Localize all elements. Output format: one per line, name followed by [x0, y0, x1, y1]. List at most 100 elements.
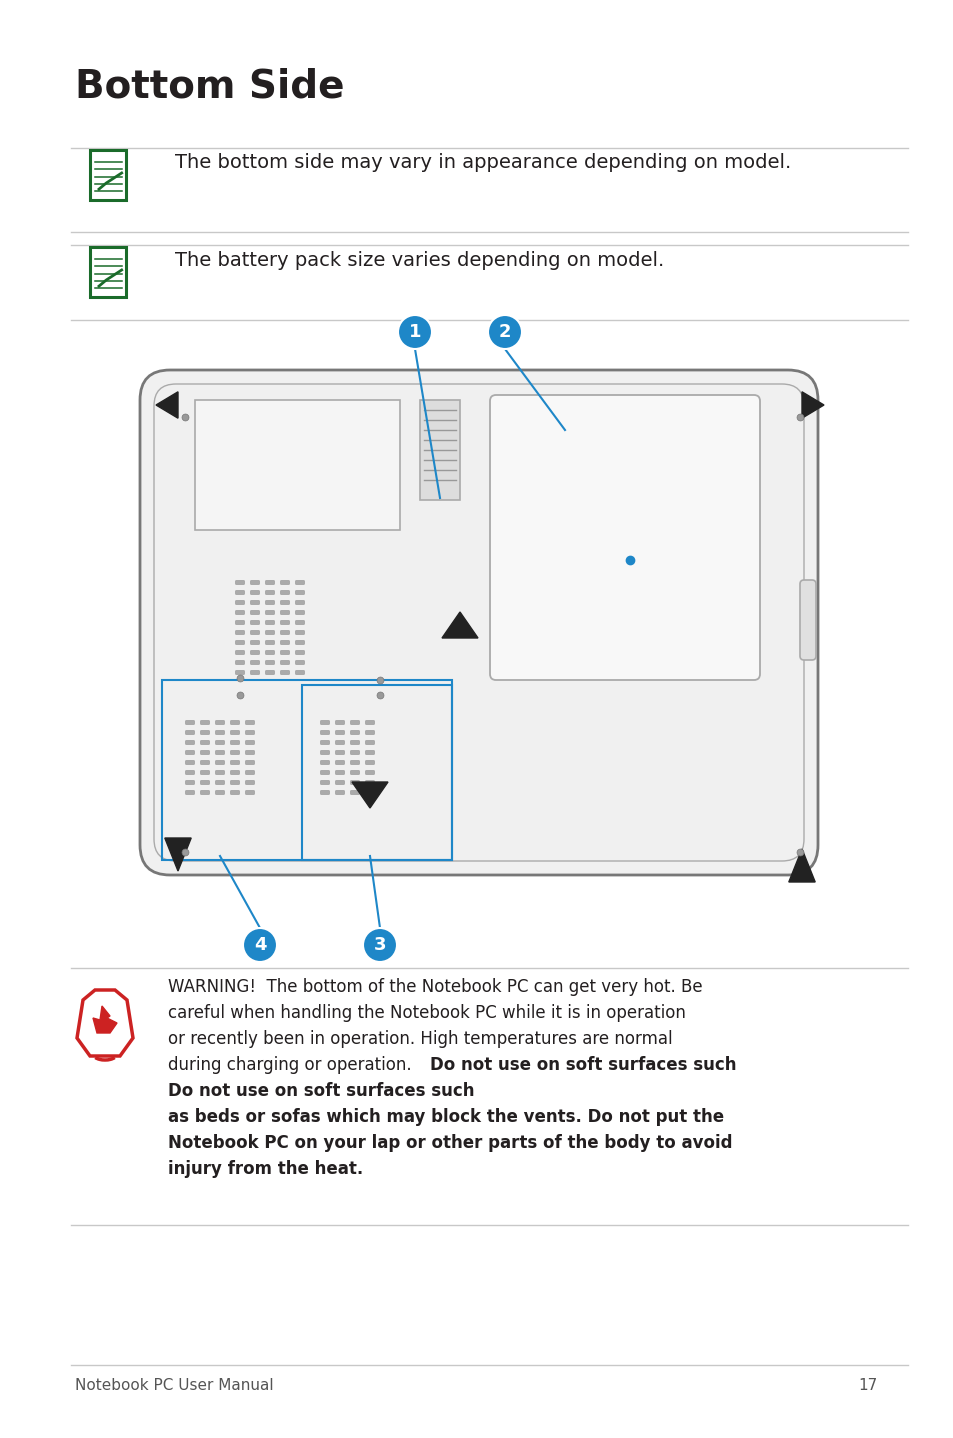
FancyBboxPatch shape: [350, 741, 359, 745]
FancyBboxPatch shape: [294, 620, 305, 626]
FancyBboxPatch shape: [214, 769, 225, 775]
FancyBboxPatch shape: [335, 751, 345, 755]
FancyBboxPatch shape: [250, 580, 260, 585]
FancyBboxPatch shape: [185, 779, 194, 785]
FancyBboxPatch shape: [319, 761, 330, 765]
FancyBboxPatch shape: [294, 580, 305, 585]
FancyBboxPatch shape: [319, 731, 330, 735]
FancyBboxPatch shape: [265, 580, 274, 585]
FancyBboxPatch shape: [294, 590, 305, 595]
Circle shape: [397, 315, 432, 349]
Text: 1: 1: [408, 324, 421, 341]
FancyBboxPatch shape: [280, 600, 290, 605]
FancyBboxPatch shape: [294, 630, 305, 636]
FancyBboxPatch shape: [280, 580, 290, 585]
Circle shape: [363, 928, 396, 962]
FancyBboxPatch shape: [200, 731, 210, 735]
FancyBboxPatch shape: [185, 751, 194, 755]
FancyBboxPatch shape: [200, 761, 210, 765]
Text: Notebook PC on your lap or other parts of the body to avoid: Notebook PC on your lap or other parts o…: [168, 1135, 732, 1152]
FancyBboxPatch shape: [265, 660, 274, 664]
FancyBboxPatch shape: [234, 650, 245, 654]
FancyBboxPatch shape: [294, 610, 305, 615]
Text: or recently been in operation. High temperatures are normal: or recently been in operation. High temp…: [168, 1030, 672, 1048]
FancyBboxPatch shape: [350, 720, 359, 725]
FancyBboxPatch shape: [350, 751, 359, 755]
FancyBboxPatch shape: [245, 779, 254, 785]
Text: Bottom Side: Bottom Side: [75, 68, 344, 106]
Polygon shape: [441, 613, 477, 638]
FancyBboxPatch shape: [185, 741, 194, 745]
FancyBboxPatch shape: [335, 720, 345, 725]
Polygon shape: [165, 838, 191, 871]
FancyBboxPatch shape: [350, 779, 359, 785]
Text: Notebook PC User Manual: Notebook PC User Manual: [75, 1378, 274, 1393]
FancyBboxPatch shape: [250, 670, 260, 674]
FancyBboxPatch shape: [90, 247, 126, 298]
FancyBboxPatch shape: [200, 779, 210, 785]
Text: during charging or operation.: during charging or operation.: [168, 1055, 416, 1074]
FancyBboxPatch shape: [294, 670, 305, 674]
FancyBboxPatch shape: [140, 370, 817, 874]
FancyBboxPatch shape: [214, 779, 225, 785]
Text: as beds or sofas which may block the vents. Do not put the: as beds or sofas which may block the ven…: [168, 1109, 723, 1126]
FancyBboxPatch shape: [234, 610, 245, 615]
FancyBboxPatch shape: [365, 769, 375, 775]
FancyBboxPatch shape: [234, 630, 245, 636]
FancyBboxPatch shape: [250, 600, 260, 605]
Text: careful when handling the Notebook PC while it is in operation: careful when handling the Notebook PC wh…: [168, 1004, 685, 1022]
FancyBboxPatch shape: [280, 640, 290, 646]
FancyBboxPatch shape: [230, 741, 240, 745]
FancyBboxPatch shape: [90, 150, 126, 200]
Text: 17: 17: [858, 1378, 877, 1393]
FancyBboxPatch shape: [230, 769, 240, 775]
FancyBboxPatch shape: [234, 580, 245, 585]
FancyBboxPatch shape: [234, 640, 245, 646]
FancyBboxPatch shape: [335, 761, 345, 765]
FancyBboxPatch shape: [294, 660, 305, 664]
FancyBboxPatch shape: [350, 789, 359, 795]
Circle shape: [243, 928, 276, 962]
FancyBboxPatch shape: [200, 741, 210, 745]
FancyBboxPatch shape: [214, 789, 225, 795]
Text: WARNING!  The bottom of the Notebook PC can get very hot. Be: WARNING! The bottom of the Notebook PC c…: [168, 978, 702, 997]
Text: 2: 2: [498, 324, 511, 341]
FancyBboxPatch shape: [250, 660, 260, 664]
FancyBboxPatch shape: [230, 731, 240, 735]
FancyBboxPatch shape: [265, 650, 274, 654]
FancyBboxPatch shape: [365, 789, 375, 795]
FancyBboxPatch shape: [265, 610, 274, 615]
FancyBboxPatch shape: [234, 620, 245, 626]
FancyBboxPatch shape: [265, 590, 274, 595]
FancyBboxPatch shape: [319, 741, 330, 745]
FancyBboxPatch shape: [319, 789, 330, 795]
FancyBboxPatch shape: [294, 600, 305, 605]
FancyBboxPatch shape: [265, 620, 274, 626]
FancyBboxPatch shape: [265, 600, 274, 605]
Circle shape: [488, 315, 521, 349]
FancyBboxPatch shape: [200, 789, 210, 795]
Text: Do not use on soft surfaces such: Do not use on soft surfaces such: [430, 1055, 736, 1074]
FancyBboxPatch shape: [265, 640, 274, 646]
Polygon shape: [352, 782, 388, 808]
FancyBboxPatch shape: [245, 789, 254, 795]
FancyBboxPatch shape: [335, 779, 345, 785]
FancyBboxPatch shape: [319, 769, 330, 775]
FancyBboxPatch shape: [294, 640, 305, 646]
FancyBboxPatch shape: [280, 610, 290, 615]
FancyBboxPatch shape: [365, 751, 375, 755]
FancyBboxPatch shape: [250, 620, 260, 626]
FancyBboxPatch shape: [419, 400, 459, 500]
FancyBboxPatch shape: [365, 779, 375, 785]
FancyBboxPatch shape: [280, 650, 290, 654]
FancyBboxPatch shape: [245, 741, 254, 745]
Polygon shape: [92, 1007, 117, 1032]
FancyBboxPatch shape: [250, 650, 260, 654]
FancyBboxPatch shape: [490, 395, 760, 680]
FancyBboxPatch shape: [245, 731, 254, 735]
FancyBboxPatch shape: [280, 630, 290, 636]
FancyBboxPatch shape: [365, 731, 375, 735]
FancyBboxPatch shape: [294, 650, 305, 654]
FancyBboxPatch shape: [230, 720, 240, 725]
FancyBboxPatch shape: [365, 720, 375, 725]
